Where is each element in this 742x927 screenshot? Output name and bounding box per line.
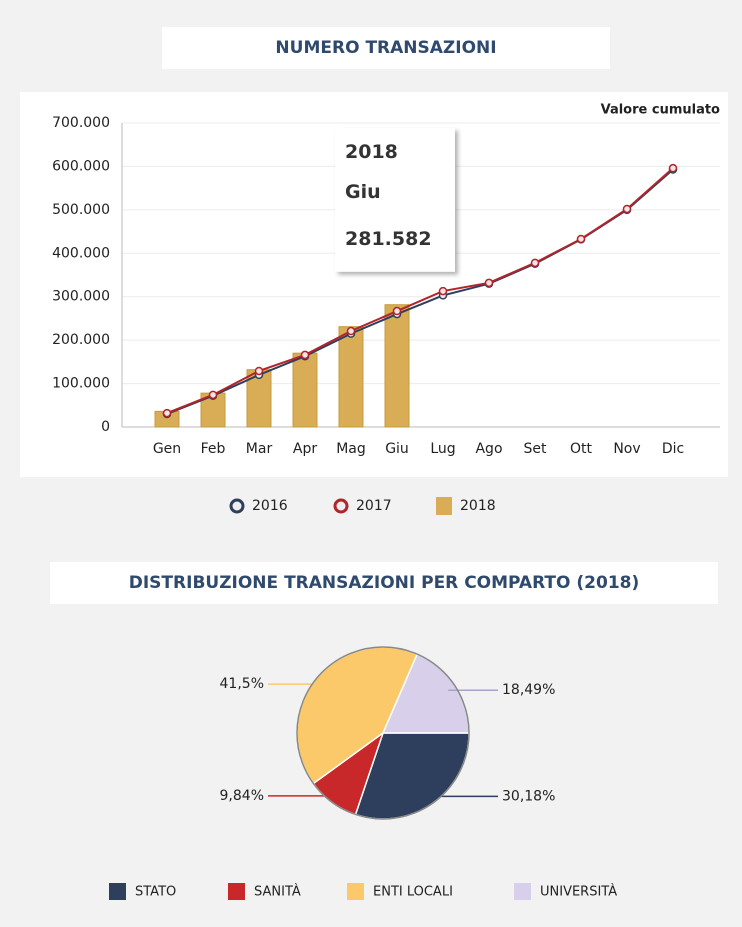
tooltip (335, 127, 455, 272)
legend-swatch (514, 883, 531, 900)
x-tick-label: Lug (430, 441, 455, 457)
x-tick-label: Set (524, 441, 548, 457)
legend-swatch (228, 883, 245, 900)
pie-rim (296, 646, 470, 820)
legend-label: 2017 (356, 498, 392, 514)
y-tick-label: 300.000 (52, 289, 110, 305)
y-tick-label: 700.000 (52, 115, 110, 131)
legend-label: STATO (135, 885, 176, 900)
marker (576, 234, 586, 244)
tooltip-category: Giu (345, 181, 381, 203)
marker (300, 350, 310, 360)
marker (530, 258, 540, 268)
legend-marker (229, 498, 245, 514)
x-tick-label: Mag (336, 441, 366, 457)
marker (392, 306, 402, 316)
chart-subtitle: Valore cumulato (601, 103, 720, 118)
marker (254, 366, 264, 376)
y-tick-label: 100.000 (52, 376, 110, 392)
data-label: 30,18% (502, 788, 555, 804)
y-tick-label: 400.000 (52, 245, 110, 261)
chart-title: NUMERO TRANSAZIONI (275, 38, 496, 58)
x-tick-label: Giu (385, 441, 409, 457)
y-tick-label: 600.000 (52, 158, 110, 174)
bar (292, 352, 318, 428)
data-label: 18,49% (502, 682, 555, 698)
legend-marker (333, 498, 349, 514)
marker (438, 286, 448, 296)
tooltip-value: 281.582 (345, 228, 432, 250)
title-box (50, 562, 718, 604)
legend-swatch (436, 497, 452, 515)
legend-label: UNIVERSITÀ (540, 884, 617, 900)
x-tick-label: Ott (570, 441, 593, 457)
x-tick-label: Dic (662, 441, 684, 457)
bar (384, 304, 410, 428)
legend-swatch (109, 883, 126, 900)
marker (668, 163, 678, 173)
legend-label: SANITÀ (254, 884, 301, 900)
marker (622, 204, 632, 214)
y-tick-label: 0 (101, 419, 110, 435)
line (166, 167, 674, 415)
y-tick-label: 500.000 (52, 202, 110, 218)
y-tick-label: 200.000 (52, 332, 110, 348)
x-tick-label: Apr (293, 441, 317, 457)
data-label: 9,84% (220, 788, 264, 804)
tooltip-series: 2018 (345, 141, 398, 163)
legend-label: 2016 (252, 498, 288, 514)
x-tick-label: Nov (613, 441, 640, 457)
x-tick-label: Ago (475, 441, 502, 457)
legend-swatch (347, 883, 364, 900)
x-tick-label: Mar (246, 441, 273, 457)
chart-title: DISTRIBUZIONE TRANSAZIONI PER COMPARTO (… (129, 573, 640, 593)
marker (162, 408, 172, 418)
marker (484, 278, 494, 288)
title-box (162, 27, 610, 69)
legend-label: ENTI LOCALI (373, 885, 453, 900)
x-tick-label: Gen (153, 441, 181, 457)
legend-label: 2018 (460, 498, 496, 514)
marker (346, 326, 356, 336)
marker (208, 390, 218, 400)
x-tick-label: Feb (201, 441, 226, 457)
data-label: 41,5% (220, 676, 264, 692)
bar (338, 326, 364, 428)
